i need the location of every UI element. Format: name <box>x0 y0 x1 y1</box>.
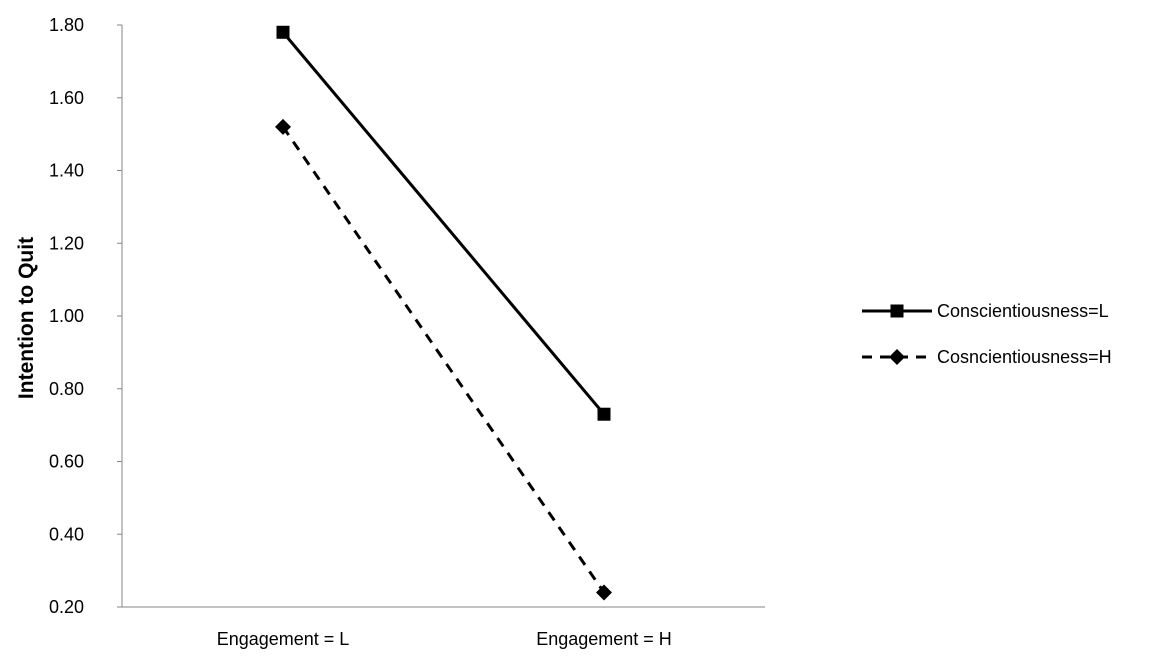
series-line <box>281 31 606 416</box>
y-tick-label: 0.60 <box>49 452 84 472</box>
x-axis: Engagement = L Engagement = H <box>122 606 765 649</box>
y-tick-label: 0.80 <box>49 379 84 399</box>
y-tick-label: 1.20 <box>49 233 84 253</box>
legend-marker <box>889 349 905 365</box>
y-axis-label: Intention to Quit <box>15 237 38 399</box>
series-2 <box>275 118 612 601</box>
x-tick-label: Engagement = H <box>536 629 672 649</box>
data-point-marker <box>596 584 612 601</box>
legend-label: Cosncientiousness=H <box>937 347 1112 367</box>
data-point-marker <box>597 407 611 421</box>
legend-item: Conscientiousness=L <box>862 301 1109 321</box>
series-line <box>281 125 606 594</box>
y-tick-label: 1.80 <box>49 15 84 35</box>
y-tick-label: 0.40 <box>49 524 84 544</box>
legend-item: Cosncientiousness=H <box>862 347 1112 367</box>
plot-area <box>275 25 612 601</box>
y-tick-label: 1.60 <box>49 88 84 108</box>
y-tick-label: 0.20 <box>49 597 84 617</box>
y-tick-label: 1.00 <box>49 306 84 326</box>
y-axis: 1.80 1.60 1.40 1.20 1.00 0.80 0.60 0.40 0.20 <box>49 15 123 617</box>
legend-marker <box>890 304 904 318</box>
x-tick-label: Engagement = L <box>217 629 350 649</box>
legend: Conscientiousness=L Cosncientiousness=H <box>862 301 1112 367</box>
legend-label: Conscientiousness=L <box>937 301 1109 321</box>
data-point-marker <box>275 118 291 135</box>
y-tick-label: 1.40 <box>49 161 84 181</box>
series-1 <box>276 25 611 421</box>
data-point-marker <box>276 25 290 39</box>
